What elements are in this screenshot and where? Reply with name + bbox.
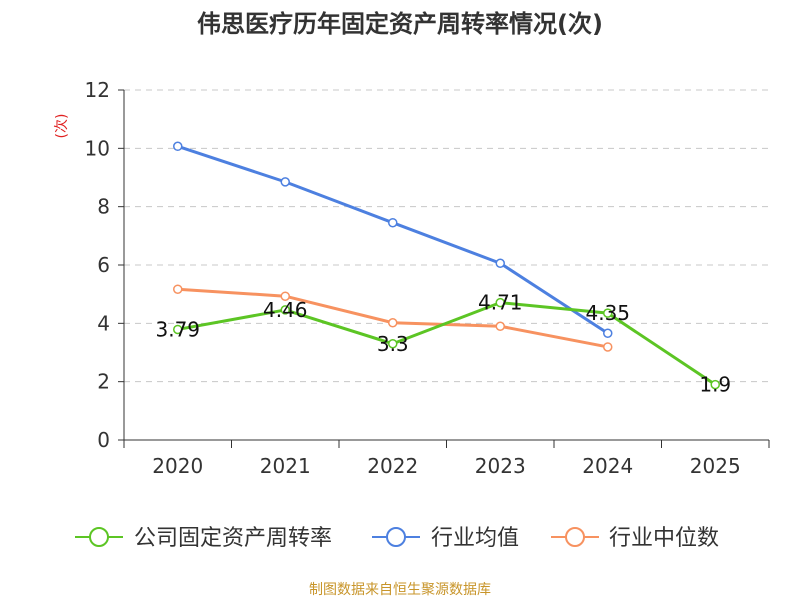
legend-item-1[interactable]: 行业均值	[372, 526, 519, 551]
y-tick-label: 2	[97, 370, 110, 394]
y-axis-unit-label: (次)	[54, 114, 70, 139]
data-point-1-3	[495, 258, 505, 268]
data-point-1-4	[603, 328, 613, 338]
data-label-2023: 4.71	[478, 291, 523, 315]
data-point-2-1	[280, 291, 290, 301]
y-tick-label: 6	[97, 253, 110, 277]
data-point-2-4	[603, 342, 613, 352]
data-point-2-2	[388, 318, 398, 328]
data-point-0-4	[603, 308, 613, 318]
x-tick-label-2024: 2024	[582, 454, 633, 478]
data-label-2021: 4.46	[263, 298, 308, 322]
grid-lines	[124, 89, 769, 383]
data-point-1-0	[173, 141, 183, 152]
legend-label-0: 公司固定资产周转率	[134, 526, 332, 551]
data-point-2-3	[495, 321, 505, 331]
x-tick-label-2021: 2021	[260, 454, 311, 478]
legend-marker-2	[565, 527, 585, 547]
data-label-2020: 3.79	[155, 317, 200, 341]
legend-item-0[interactable]: 公司固定资产周转率	[75, 526, 332, 551]
data-point-2-0	[173, 284, 183, 294]
x-tick-label-2025: 2025	[690, 454, 741, 478]
data-label-2024: 4.35	[585, 301, 630, 325]
x-tick-label-2020: 2020	[152, 454, 203, 478]
x-tick-label-2023: 2023	[475, 454, 526, 478]
chart-title: 伟思医疗历年固定资产周转率情况(次)	[197, 10, 603, 38]
legend-marker-0	[89, 527, 109, 547]
data-label-2022: 3.3	[377, 332, 409, 356]
legend-label-2: 行业中位数	[609, 526, 719, 551]
data-point-1-2	[388, 217, 398, 228]
y-tick-label: 10	[85, 136, 110, 160]
y-tick-label: 8	[97, 195, 110, 219]
data-source-note: 制图数据来自恒生聚源数据库	[309, 582, 491, 598]
y-tick-label: 0	[97, 428, 110, 452]
series-line-0	[177, 301, 717, 386]
data-point-0-5	[710, 379, 720, 390]
y-tick-label: 12	[85, 78, 110, 102]
legend-marker-1	[386, 527, 406, 547]
data-point-0-1	[280, 305, 290, 315]
data-point-0-0	[173, 324, 183, 335]
x-tick-label-2022: 2022	[367, 454, 418, 478]
series-1	[173, 141, 613, 338]
data-point-1-1	[280, 177, 290, 187]
data-label-2025: 1.9	[699, 373, 731, 397]
legend-item-2[interactable]: 行业中位数	[551, 526, 719, 551]
y-tick-label: 4	[97, 311, 110, 335]
data-point-0-3	[495, 297, 505, 308]
series-2	[173, 284, 613, 352]
series-line-1	[177, 144, 609, 335]
legend[interactable]: 公司固定资产周转率 行业均值 行业中位数	[75, 526, 719, 551]
legend-label-1: 行业均值	[431, 526, 519, 551]
series-0	[173, 297, 720, 390]
series-layer	[173, 141, 720, 390]
axes: 0 2 4 6 8 10 12 2020 2021 2022 2023 2024 2025	[85, 78, 770, 478]
data-labels: 3.79 4.46 3.3 4.71 4.35 1.9	[155, 291, 731, 397]
data-point-0-2	[388, 339, 398, 349]
